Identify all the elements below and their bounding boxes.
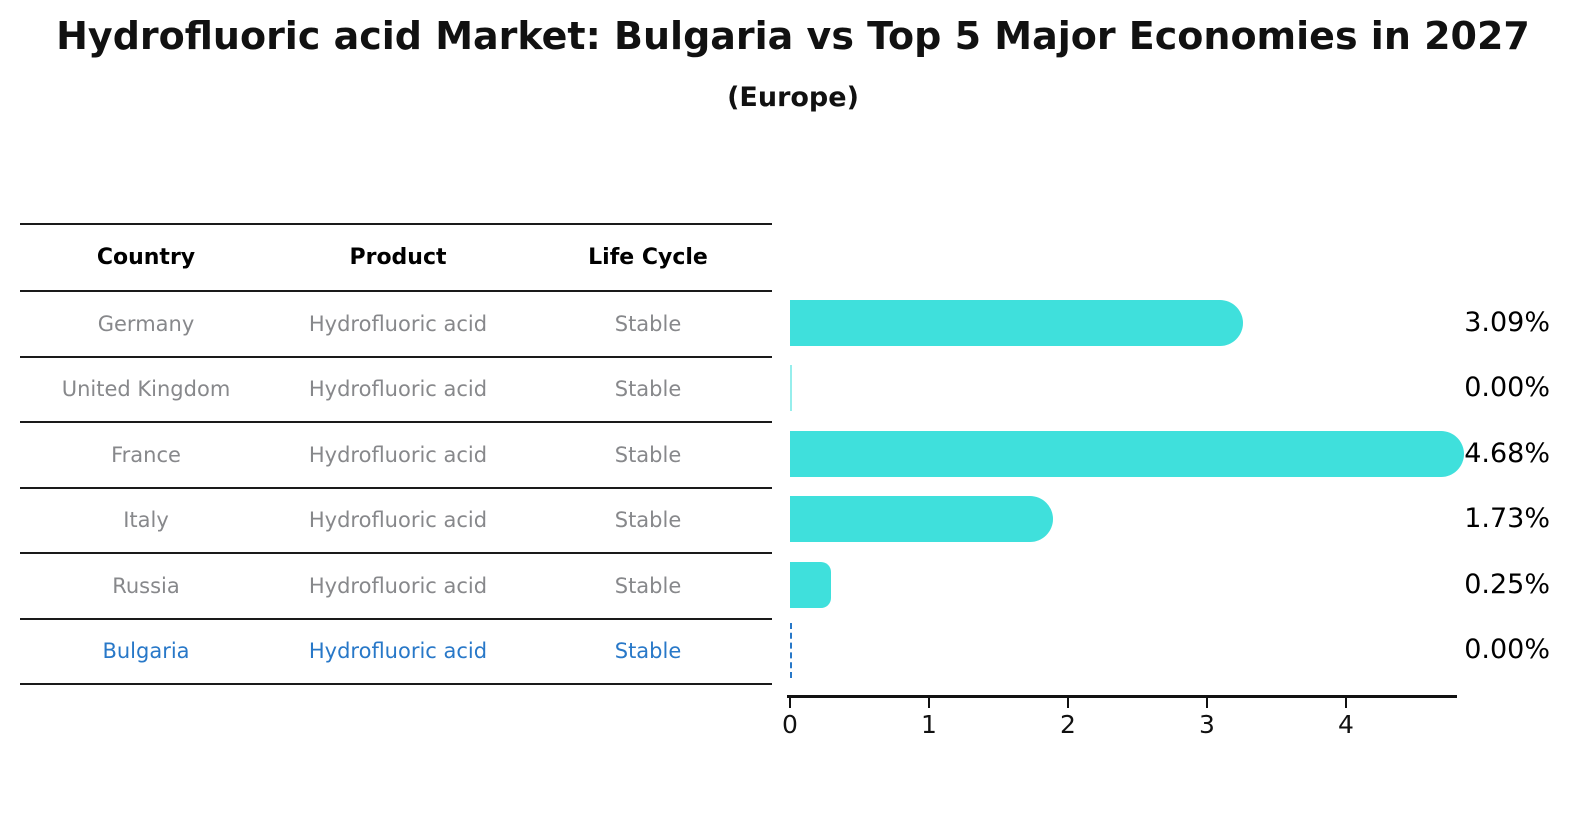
country-cell: France xyxy=(111,442,181,467)
product-cell: Hydrofluoric acid xyxy=(308,442,488,467)
x-tick-label: 2 xyxy=(1060,710,1076,739)
country-table: Country Product Life Cycle Germany Hydro… xyxy=(20,223,772,685)
country-cell: Bulgaria xyxy=(102,639,190,664)
x-tick-mark xyxy=(1345,698,1347,708)
x-tick-mark xyxy=(789,698,791,708)
value-bar xyxy=(790,496,1054,543)
value-label: 4.68% xyxy=(1464,437,1550,469)
chart-title: Hydrofluoric acid Market: Bulgaria vs To… xyxy=(56,14,1530,58)
country-cell: United Kingdom xyxy=(61,377,231,402)
table-header-row: Country Product Life Cycle xyxy=(20,225,772,292)
header-product: Product xyxy=(349,245,447,270)
country-cell: Italy xyxy=(123,508,169,533)
table-row: Germany Hydrofluoric acid Stable xyxy=(20,292,772,358)
x-tick-label: 1 xyxy=(921,710,937,739)
value-label: 0.00% xyxy=(1464,634,1550,666)
table-row: United Kingdom Hydrofluoric acid Stable xyxy=(20,358,772,423)
x-tick-mark xyxy=(928,698,930,708)
life-cycle-cell: Stable xyxy=(614,508,682,533)
product-cell: Hydrofluoric acid xyxy=(308,573,488,598)
x-axis-line xyxy=(787,695,1457,698)
bar-plot-area: 0 1 2 3 4 xyxy=(782,290,1464,739)
x-tick-label: 4 xyxy=(1338,710,1354,739)
bar-band xyxy=(790,487,1455,553)
x-tick-mark xyxy=(1206,698,1208,708)
value-label: 3.09% xyxy=(1464,306,1550,338)
value-bar xyxy=(790,561,831,608)
table-row-bulgaria: Bulgaria Hydrofluoric acid Stable xyxy=(20,620,772,685)
value-bar xyxy=(790,430,1464,477)
bar-band xyxy=(790,290,1455,356)
value-label-column: 3.09% 0.00% 4.68% 1.73% 0.25% 0.00% xyxy=(1458,290,1550,683)
table-row: Russia Hydrofluoric acid Stable xyxy=(20,554,772,620)
table-row: Italy Hydrofluoric acid Stable xyxy=(20,489,772,554)
value-label: 1.73% xyxy=(1464,503,1550,535)
country-cell: Russia xyxy=(112,573,180,598)
bar-band xyxy=(790,356,1455,422)
value-label: 0.25% xyxy=(1464,568,1550,600)
bar-band xyxy=(790,421,1464,487)
x-tick-label: 0 xyxy=(782,710,798,739)
product-cell: Hydrofluoric acid xyxy=(308,508,488,533)
bar-band xyxy=(790,618,1455,684)
value-label: 0.00% xyxy=(1464,372,1550,404)
header-country: Country xyxy=(96,245,196,270)
value-bar xyxy=(790,365,792,412)
x-tick-label: 3 xyxy=(1199,710,1215,739)
product-cell: Hydrofluoric acid xyxy=(308,311,488,336)
table-row: France Hydrofluoric acid Stable xyxy=(20,423,772,489)
life-cycle-cell: Stable xyxy=(614,311,682,336)
header-life-cycle: Life Cycle xyxy=(588,245,708,270)
life-cycle-cell: Stable xyxy=(614,639,682,664)
bar-band xyxy=(790,552,1455,618)
value-bar xyxy=(790,299,1243,346)
country-cell: Germany xyxy=(97,311,195,336)
life-cycle-cell: Stable xyxy=(614,377,682,402)
product-cell: Hydrofluoric acid xyxy=(308,377,488,402)
bulgaria-zero-marker xyxy=(790,622,792,678)
x-tick-mark xyxy=(1067,698,1069,708)
product-cell: Hydrofluoric acid xyxy=(308,639,488,664)
life-cycle-cell: Stable xyxy=(614,573,682,598)
life-cycle-cell: Stable xyxy=(614,442,682,467)
chart-subtitle: (Europe) xyxy=(727,82,859,113)
